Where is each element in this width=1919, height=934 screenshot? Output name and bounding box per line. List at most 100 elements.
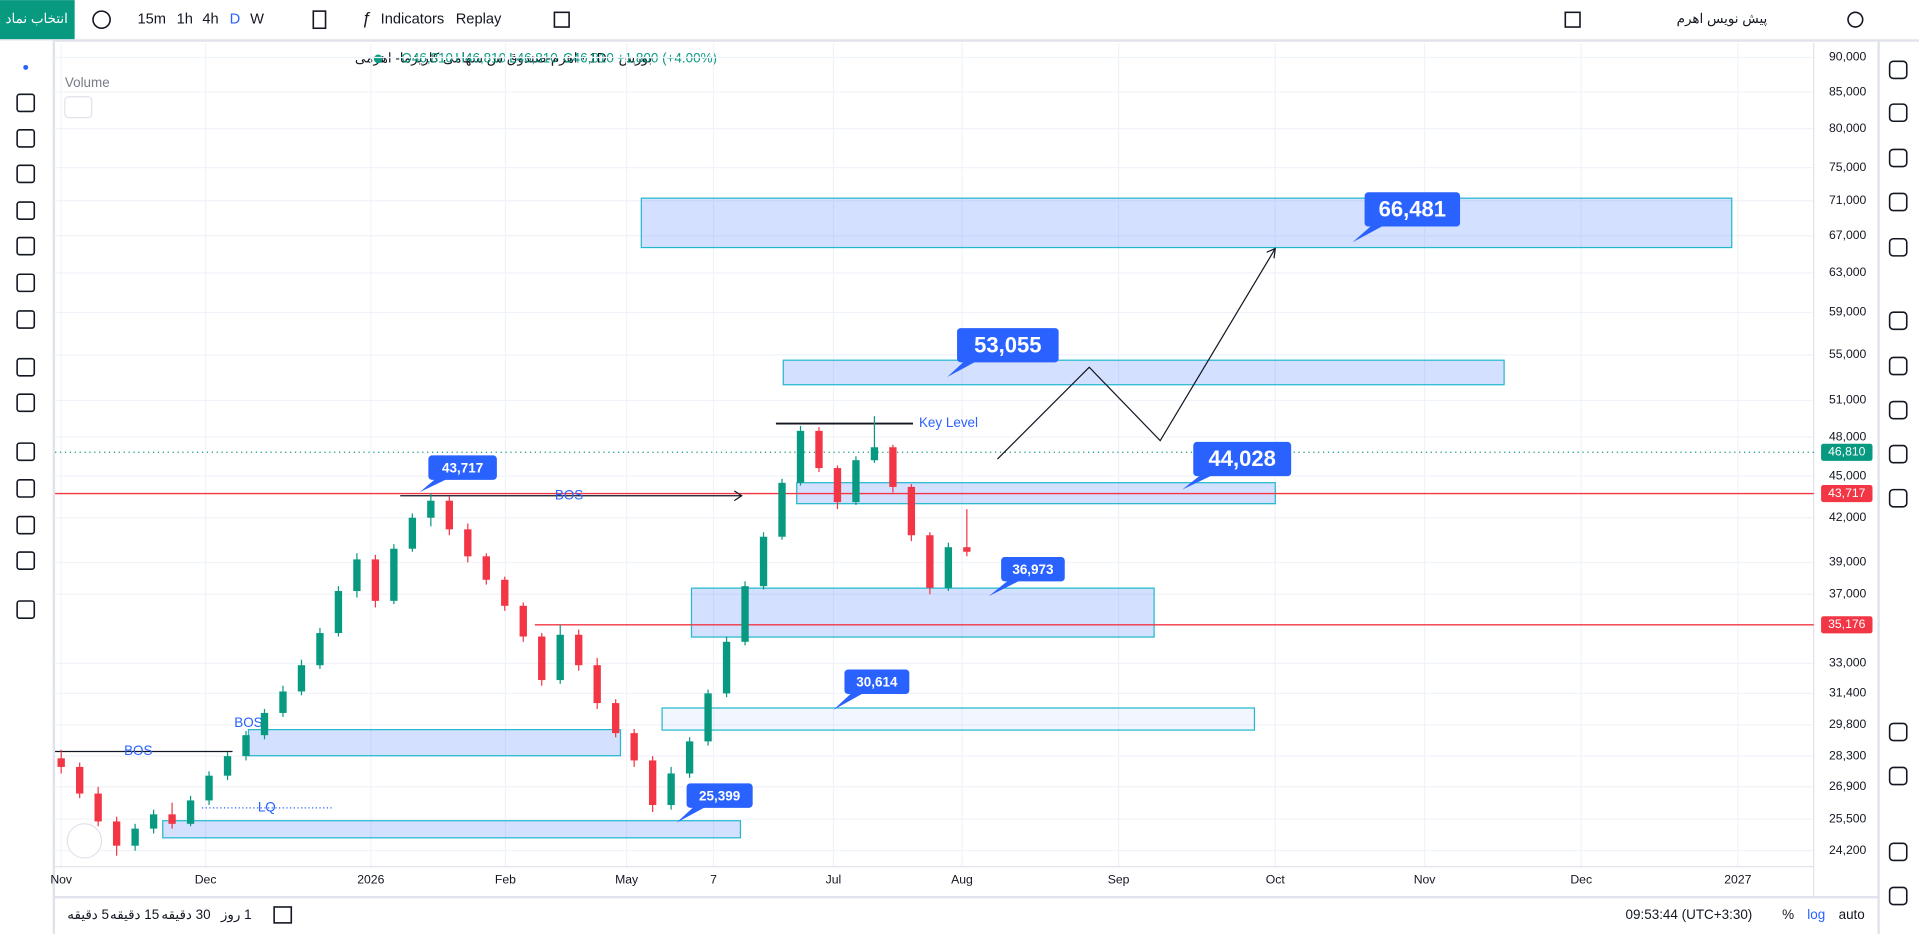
candle-body: [833, 468, 842, 503]
y-tick-label: 37,000: [1829, 587, 1867, 601]
price-badge-label: 35,176: [1828, 617, 1866, 631]
y-tick-label: 31,400: [1829, 686, 1867, 700]
range-button[interactable]: 5 دقیقه: [67, 907, 109, 922]
drawing-tool[interactable]: [16, 129, 36, 148]
drawing-tool[interactable]: [16, 442, 36, 462]
candle-body: [722, 641, 731, 694]
sidebar-tool[interactable]: [1888, 488, 1908, 508]
snapshot-icon[interactable]: [1847, 11, 1864, 28]
callout-label: 36,973: [1012, 562, 1053, 577]
interval-button[interactable]: 1h: [177, 12, 193, 28]
callout-box: [957, 328, 1059, 363]
drawing-tool[interactable]: [16, 164, 36, 184]
cursor-tool[interactable]: [23, 64, 29, 70]
log-toggle[interactable]: log: [1807, 907, 1825, 922]
sidebar-tool[interactable]: [1888, 766, 1908, 786]
symbol-button[interactable]: [0, 0, 75, 40]
sidebar-tool[interactable]: [1888, 722, 1908, 742]
candle-body: [260, 712, 269, 736]
x-tick-label: Aug: [951, 872, 973, 886]
sidebar-tool[interactable]: [1888, 842, 1908, 862]
range-button[interactable]: 15 دقیقه: [110, 907, 159, 922]
sidebar-tool[interactable]: [1888, 148, 1908, 168]
drawing-tool[interactable]: [16, 93, 36, 113]
sidebar-tool[interactable]: [1888, 60, 1908, 80]
candle-body: [390, 548, 398, 601]
drawing-tool[interactable]: [16, 201, 36, 220]
replay-button[interactable]: Replay: [456, 12, 502, 28]
candle-body: [464, 529, 472, 557]
candle-body: [685, 741, 694, 774]
sidebar-tool[interactable]: [1888, 356, 1908, 376]
chart-type-icon[interactable]: [312, 10, 327, 30]
interval-button[interactable]: 4h: [202, 12, 218, 28]
candle-body: [149, 814, 158, 829]
sidebar-tool[interactable]: [1888, 311, 1908, 331]
sidebar-tool[interactable]: [1888, 400, 1908, 420]
zone: [661, 707, 1256, 731]
collapse-button[interactable]: [64, 96, 93, 119]
candle-body: [612, 703, 620, 734]
candle-body: [186, 800, 195, 824]
sidebar-tool[interactable]: [1888, 886, 1908, 906]
symbol-title: بورس · 1D · اهرم-صندوق س سهامی کاریزما- …: [355, 50, 652, 66]
y-tick-label: 67,000: [1829, 228, 1867, 242]
drawing-label: BOS: [234, 715, 262, 730]
fx-icon[interactable]: ƒ: [362, 8, 372, 28]
candle-body: [648, 760, 657, 806]
drawing-tool[interactable]: [16, 600, 36, 619]
y-tick-label: 59,000: [1829, 305, 1867, 319]
sidebar-tool[interactable]: [1888, 237, 1908, 257]
zone: [640, 197, 1733, 249]
drawing-tool[interactable]: [16, 310, 36, 329]
drawing-tool[interactable]: [16, 357, 36, 377]
candle-body: [704, 693, 712, 742]
candle-body: [870, 447, 879, 461]
add-symbol-icon[interactable]: [92, 10, 111, 30]
sidebar-tool[interactable]: [1888, 444, 1908, 464]
interval-button[interactable]: D: [230, 12, 241, 28]
y-tick-label: 80,000: [1829, 121, 1867, 135]
callout-box: [1364, 192, 1461, 227]
left-toolbar: [0, 40, 54, 934]
callout-box: [1193, 441, 1292, 477]
y-tick-label: 55,000: [1829, 347, 1867, 361]
date-range-icon[interactable]: [273, 906, 293, 924]
interval-button[interactable]: 15m: [137, 12, 166, 28]
indicators-button[interactable]: Indicators: [381, 12, 445, 28]
interval-button[interactable]: W: [250, 12, 264, 28]
candle-body: [556, 634, 564, 681]
candle-body: [741, 586, 749, 642]
drawing-tool[interactable]: [16, 273, 36, 293]
range-button[interactable]: 30 دقیقه: [161, 907, 210, 922]
drawing-tool[interactable]: [16, 479, 36, 498]
candle-body: [279, 691, 287, 713]
range-button[interactable]: 1 روز: [220, 907, 252, 923]
drawing-tool[interactable]: [16, 236, 36, 256]
percent-toggle[interactable]: %: [1782, 907, 1794, 922]
zone: [690, 587, 1155, 638]
sidebar-tool[interactable]: [1888, 192, 1908, 212]
candle-body: [131, 828, 139, 846]
y-tick-label: 24,200: [1829, 843, 1867, 857]
symbol-button-label[interactable]: انتخاب نماد: [6, 11, 68, 26]
x-tick-label: Sep: [1108, 872, 1130, 886]
price-badge: [1821, 616, 1873, 634]
fullscreen-icon[interactable]: [1564, 11, 1581, 28]
profile-name[interactable]: پیش نویس اهرم: [1677, 11, 1768, 27]
callout-label: 43,717: [442, 460, 483, 475]
status-dot: [373, 54, 383, 64]
candle-body: [205, 775, 213, 801]
x-tick-label: 2027: [1724, 872, 1751, 886]
callout-label: 25,399: [699, 788, 740, 803]
layout-icon[interactable]: [553, 11, 570, 28]
sidebar-tool[interactable]: [1888, 103, 1908, 123]
zone: [247, 729, 622, 757]
drawing-label: Key Level: [919, 415, 978, 430]
auto-toggle[interactable]: auto: [1839, 907, 1865, 922]
drawing-label: BOS: [124, 743, 152, 758]
drawing-tool[interactable]: [16, 515, 36, 535]
candle-body: [371, 559, 380, 601]
drawing-tool[interactable]: [16, 551, 36, 570]
drawing-tool[interactable]: [16, 393, 36, 413]
